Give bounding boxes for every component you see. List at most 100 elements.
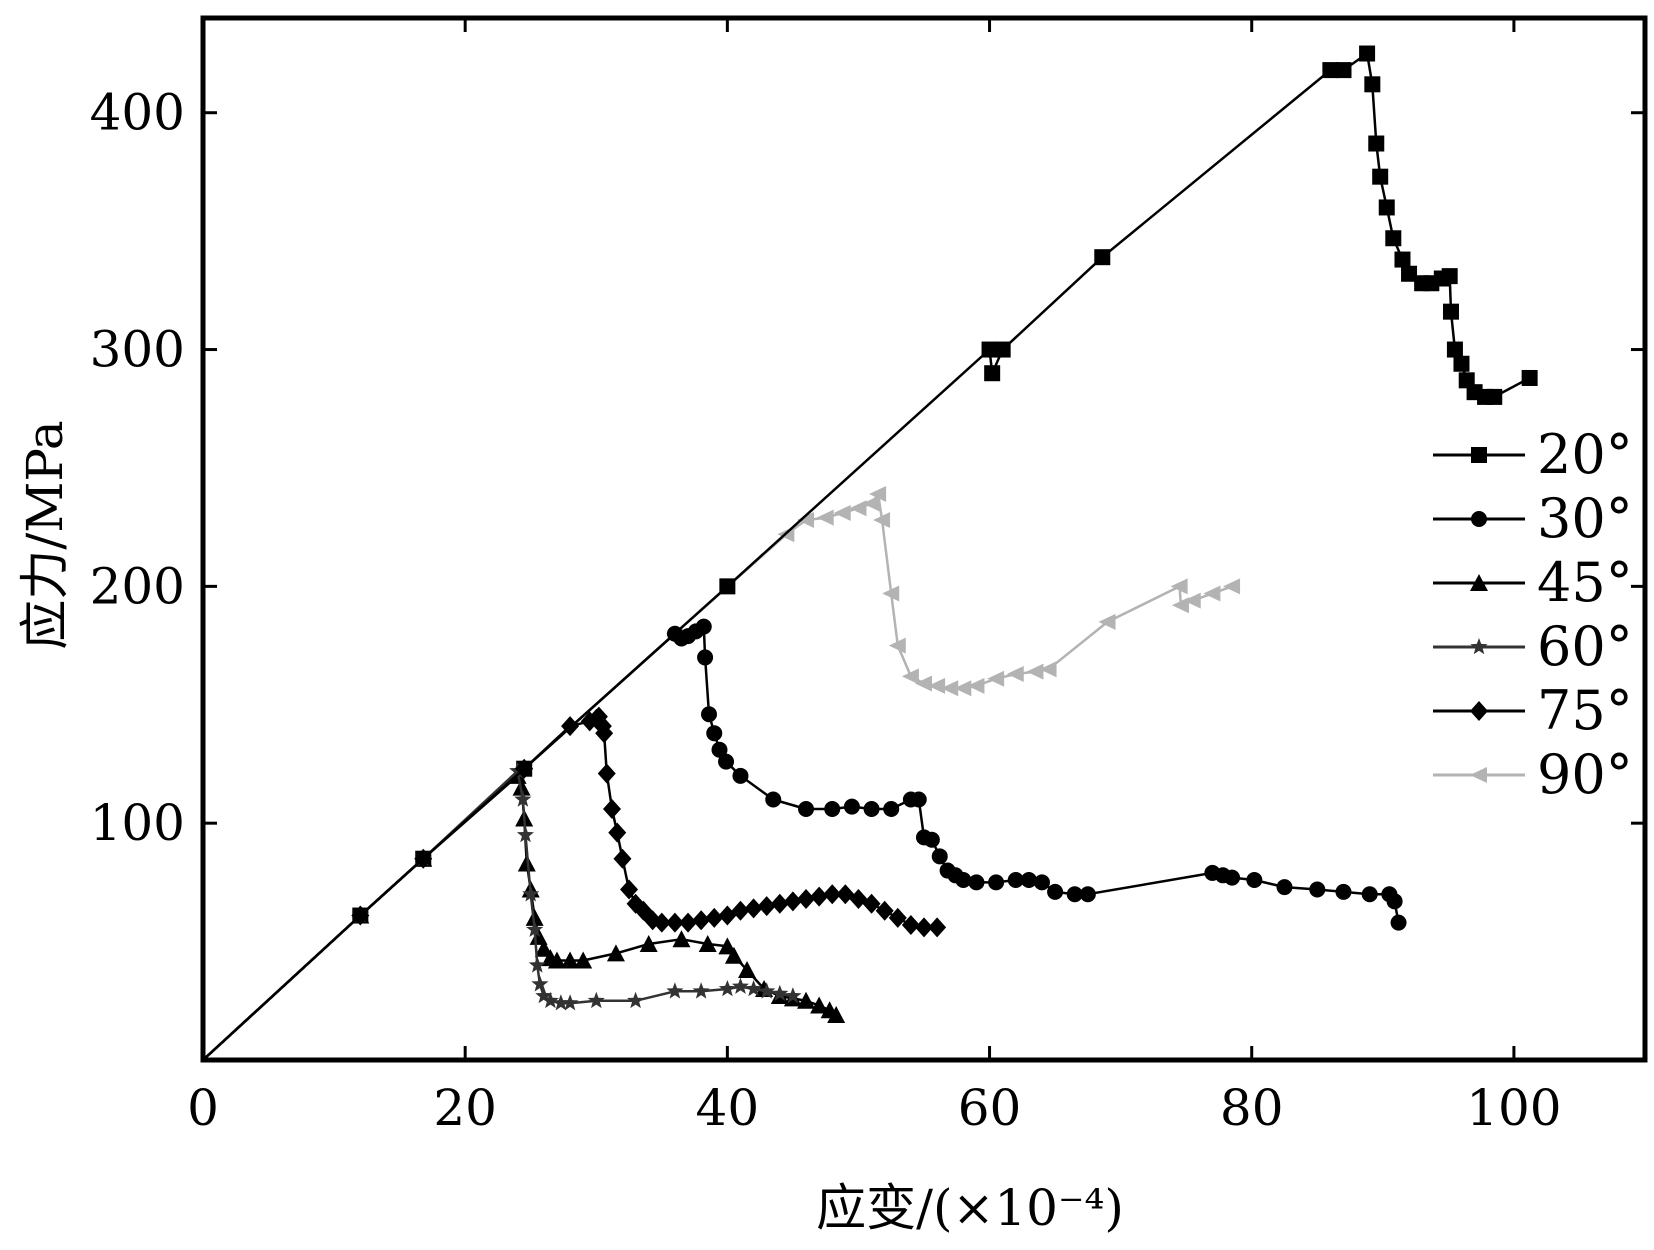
y-tick-label: 100 bbox=[90, 794, 185, 852]
series-3-point bbox=[784, 987, 802, 1004]
series-4-point bbox=[888, 907, 907, 928]
series-1-point bbox=[1361, 886, 1378, 903]
series-3-point bbox=[541, 991, 559, 1009]
series-5-point bbox=[1098, 613, 1116, 630]
series-1-point bbox=[1390, 914, 1407, 931]
legend-entry: 60° bbox=[1433, 615, 1633, 678]
x-axis-title: 应变/(×10⁻⁴) bbox=[816, 1179, 1124, 1237]
series-5-point bbox=[928, 677, 946, 694]
series-5-point bbox=[1039, 661, 1057, 678]
x-tick-label: 100 bbox=[1466, 1079, 1561, 1137]
series-1-point bbox=[732, 767, 749, 784]
series-3-point bbox=[528, 956, 546, 973]
series-5-point bbox=[833, 504, 851, 521]
axes: 0 20 40 60 80 100 100 200 300 400 bbox=[90, 15, 1648, 1137]
series-5-point bbox=[954, 680, 972, 697]
y-tick-label: 400 bbox=[90, 84, 185, 142]
series-1-point bbox=[1276, 879, 1293, 896]
series-1-point bbox=[955, 872, 972, 889]
y-tick-label: 300 bbox=[90, 321, 185, 379]
series-4-point bbox=[757, 896, 776, 917]
series-4-point bbox=[351, 905, 370, 926]
y-tick-label: 200 bbox=[90, 557, 185, 615]
series-3-point bbox=[561, 994, 579, 1011]
series-4-point bbox=[783, 891, 802, 912]
legend-marker bbox=[1471, 447, 1487, 463]
series-3-point bbox=[587, 991, 605, 1009]
series-4-point bbox=[915, 917, 933, 938]
series-1-point bbox=[843, 798, 860, 815]
legend-marker bbox=[1471, 511, 1487, 527]
series-1-point bbox=[1007, 872, 1024, 889]
series-3-point bbox=[758, 982, 776, 999]
legend-marker bbox=[1470, 574, 1488, 591]
series-3-point bbox=[666, 982, 684, 999]
series-5-line bbox=[202, 492, 1233, 1061]
series-4-point bbox=[515, 758, 534, 779]
series-4-point bbox=[561, 716, 580, 737]
series-1-point bbox=[1246, 872, 1263, 889]
series-5-point bbox=[869, 486, 887, 503]
series-2-point bbox=[639, 934, 658, 952]
series-4-point bbox=[595, 723, 614, 744]
series-0-point bbox=[1364, 76, 1381, 93]
x-tick-label: 60 bbox=[958, 1079, 1022, 1137]
series-1-point bbox=[706, 725, 723, 742]
series-3-point bbox=[718, 980, 736, 997]
series-0-point bbox=[1453, 355, 1470, 372]
series-2-point bbox=[810, 996, 829, 1014]
x-tick-label: 0 bbox=[187, 1079, 219, 1137]
series-2-point bbox=[827, 1006, 846, 1024]
series-2-point bbox=[698, 934, 717, 952]
series-1-point bbox=[1079, 886, 1096, 903]
series-5-point bbox=[862, 495, 880, 512]
series-1-point bbox=[701, 706, 718, 723]
series-5-point bbox=[816, 509, 834, 526]
legend-label: 30° bbox=[1537, 487, 1633, 550]
series-5-point bbox=[901, 668, 919, 685]
series-0-line bbox=[202, 52, 1531, 1061]
legend-label: 75° bbox=[1537, 679, 1633, 742]
series-0-point bbox=[1378, 199, 1395, 216]
legend-label: 90° bbox=[1537, 743, 1633, 806]
series-2-point bbox=[534, 939, 553, 957]
series-0-point bbox=[1322, 62, 1339, 79]
series-2-point bbox=[797, 991, 816, 1009]
series-0-point bbox=[1335, 62, 1352, 79]
series-4-point bbox=[652, 912, 671, 933]
series-3-point bbox=[531, 975, 549, 992]
legend-entry: 20° bbox=[1433, 423, 1633, 486]
series-3-point bbox=[627, 991, 645, 1009]
series-4-point bbox=[597, 763, 616, 784]
legend-label: 45° bbox=[1537, 551, 1633, 614]
legend-label: 20° bbox=[1537, 423, 1633, 486]
series-5-point bbox=[849, 500, 867, 517]
series-4-point bbox=[770, 893, 789, 914]
legend-marker bbox=[1470, 701, 1488, 721]
series-0-point bbox=[1385, 230, 1402, 247]
series-2-point bbox=[547, 951, 566, 969]
series-0-point bbox=[1442, 303, 1459, 320]
series-4-point bbox=[810, 886, 829, 907]
series-4-point bbox=[620, 879, 639, 900]
series-5-point bbox=[1026, 663, 1044, 680]
series-3-point bbox=[535, 987, 553, 1004]
series-1-point bbox=[931, 848, 948, 865]
series-5-point bbox=[915, 675, 932, 692]
series-1-point bbox=[765, 791, 782, 808]
series-0-point bbox=[1446, 341, 1463, 358]
series-2-point bbox=[529, 927, 548, 945]
series-5-point bbox=[1203, 585, 1221, 602]
series-1-point bbox=[1066, 886, 1083, 903]
series-4-point bbox=[414, 848, 433, 869]
legend-marker bbox=[1470, 638, 1488, 655]
series-3-point bbox=[516, 826, 534, 843]
series-2-point bbox=[561, 951, 580, 969]
series-0-point bbox=[1486, 388, 1503, 405]
series-1-point bbox=[711, 741, 728, 758]
series-1-point bbox=[1386, 893, 1403, 910]
series-5-point bbox=[1006, 665, 1024, 682]
y-axis-title: 应力/MPa bbox=[16, 420, 74, 649]
series-3-point bbox=[522, 885, 540, 902]
